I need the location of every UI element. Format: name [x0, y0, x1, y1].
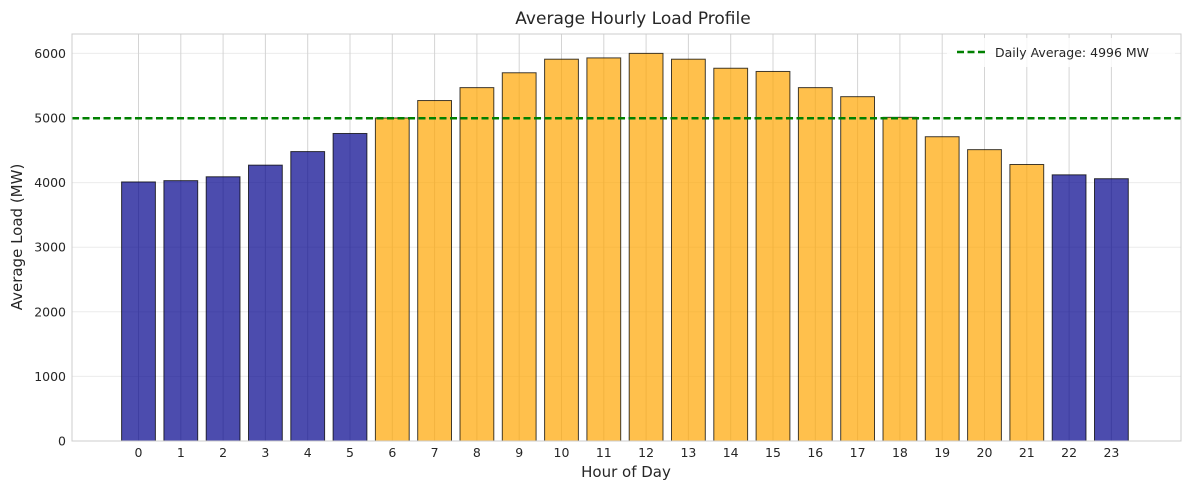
x-tick-label: 12	[638, 445, 654, 460]
bar-hour-9	[501, 72, 537, 442]
x-tick-label: 17	[850, 445, 866, 460]
bar-hour-12	[628, 52, 664, 442]
x-tick-label: 7	[431, 445, 439, 460]
x-tick-label: 8	[473, 445, 481, 460]
bar-hour-23	[1094, 178, 1129, 442]
bar-hour-5	[332, 132, 368, 442]
plot-frame	[71, 33, 1182, 442]
bar-hour-10	[544, 58, 579, 442]
bar-hour-19	[924, 136, 960, 442]
y-tick-label: 3000	[34, 240, 66, 255]
x-tick-label: 20	[977, 445, 993, 460]
bar-hour-2	[205, 176, 241, 442]
bar-hour-15	[755, 70, 791, 442]
bar-hour-11	[586, 57, 622, 442]
bar-hour-1	[163, 180, 199, 442]
bar-hour-8	[459, 87, 495, 442]
x-tick-label: 2	[219, 445, 227, 460]
bar-hour-18	[882, 116, 918, 442]
x-tick-label: 22	[1061, 445, 1077, 460]
x-tick-label: 19	[934, 445, 950, 460]
bar-hour-17	[840, 96, 876, 442]
chart-title: Average Hourly Load Profile	[515, 9, 750, 29]
y-tick-label: 5000	[34, 110, 66, 125]
x-tick-label: 13	[680, 445, 696, 460]
x-tick-label: 10	[554, 445, 570, 460]
y-axis-ticks: 0 1000 2000 3000 4000 5000 6000	[34, 46, 66, 449]
y-tick-label: 6000	[34, 46, 66, 61]
bar-hour-21	[1009, 163, 1045, 442]
x-tick-label: 4	[304, 445, 312, 460]
x-tick-label: 23	[1103, 445, 1119, 460]
bar-hour-7	[417, 100, 453, 442]
legend-average-label: Daily Average: 4996 MW	[995, 45, 1149, 60]
x-tick-label: 5	[346, 445, 354, 460]
bar-hour-22	[1051, 174, 1087, 442]
y-tick-label: 4000	[34, 175, 66, 190]
x-tick-label: 1	[177, 445, 185, 460]
x-tick-label: 0	[135, 445, 143, 460]
y-axis-label: Average Load (MW)	[8, 164, 26, 311]
legend: Daily Average: 4996 MW	[947, 38, 1175, 67]
x-tick-label: 11	[596, 445, 612, 460]
x-tick-label: 15	[765, 445, 781, 460]
bar-hour-3	[248, 164, 283, 442]
bar-hour-4	[290, 151, 326, 442]
x-tick-label: 6	[388, 445, 396, 460]
bar-hour-14	[713, 67, 749, 442]
x-tick-label: 9	[515, 445, 523, 460]
y-tick-label: 1000	[34, 369, 66, 384]
x-axis-label: Hour of Day	[581, 463, 671, 481]
x-tick-label: 18	[892, 445, 908, 460]
x-tick-label: 14	[723, 445, 739, 460]
x-tick-label: 21	[1019, 445, 1035, 460]
bar-hour-20	[967, 149, 1002, 442]
bar-hour-16	[797, 87, 833, 442]
bar-hour-13	[671, 58, 706, 442]
bar-hour-6	[374, 117, 410, 442]
y-tick-label: 2000	[34, 304, 66, 319]
x-tick-label: 16	[807, 445, 823, 460]
x-tick-label: 3	[261, 445, 269, 460]
y-tick-label: 0	[58, 434, 66, 449]
x-axis-ticks: 0 1 2 3 4 5 6 7 8 9 10 11 12 13 14 15 16 17 18 19 20 21 22 23	[135, 445, 1120, 460]
bar-hour-0	[121, 181, 156, 442]
